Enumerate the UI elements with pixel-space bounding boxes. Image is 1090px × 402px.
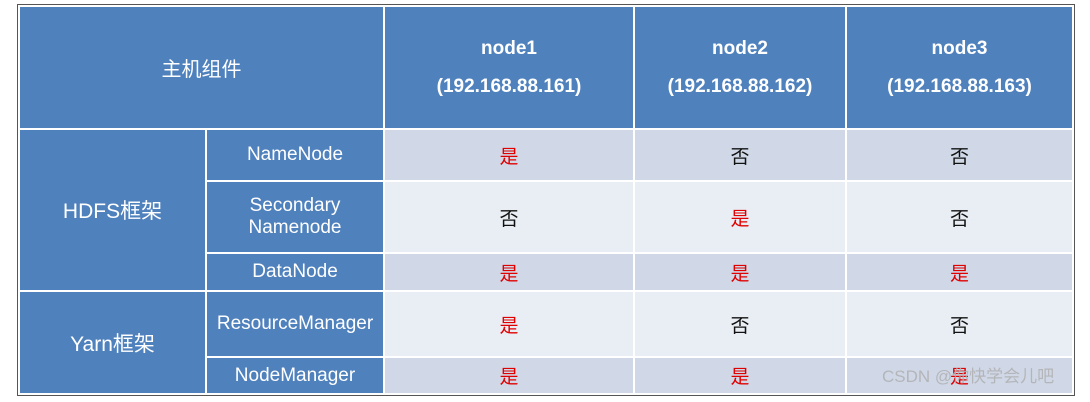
group-label: HDFS框架 bbox=[18, 128, 207, 292]
node-ip: (192.168.88.162) bbox=[667, 75, 813, 97]
status-cell: 否 bbox=[383, 180, 635, 254]
component: ResourceManager bbox=[205, 290, 385, 358]
node-header: node1 (192.168.88.161) bbox=[383, 5, 635, 130]
status-cell: 是 bbox=[383, 128, 635, 182]
node-name: node2 bbox=[712, 37, 768, 59]
header-row: 主机组件 node1 (192.168.88.161) node2 (192.168.8… bbox=[18, 5, 1074, 130]
status-cell: 否 bbox=[845, 290, 1074, 358]
host-table: 主机组件 node1 (192.168.88.161) node2 (192.168.8… bbox=[17, 4, 1075, 396]
status-cell: 是 bbox=[383, 290, 635, 358]
status-cell: 否 bbox=[845, 180, 1074, 254]
header-title: 主机组件 bbox=[18, 5, 385, 130]
node-name: node3 bbox=[931, 37, 988, 59]
table-row: Secondary Namenode 否是否 bbox=[19, 180, 1074, 254]
table-row: Yarn框架 ResourceManager 是否否 bbox=[18, 290, 1074, 395]
status-cell: 是 bbox=[845, 356, 1074, 395]
node-ip: (192.168.88.161) bbox=[436, 75, 582, 97]
component: NameNode bbox=[205, 128, 385, 182]
status-cell: 否 bbox=[633, 290, 847, 358]
status-cell: 是 bbox=[633, 252, 847, 292]
status-cell: 是 bbox=[633, 356, 847, 395]
component: NodeManager bbox=[205, 356, 385, 395]
status-cell: 是 bbox=[383, 356, 635, 395]
node-name: node1 bbox=[481, 37, 537, 59]
table-row: HDFS框架 NameNode 是否否 bbox=[18, 128, 1074, 292]
component: DataNode bbox=[205, 252, 385, 292]
status-cell: 是 bbox=[383, 252, 635, 292]
status-cell: 否 bbox=[633, 128, 847, 182]
component: Secondary Namenode bbox=[205, 180, 385, 254]
watermark: CSDN @你快学会儿吧 bbox=[882, 367, 1055, 386]
node-ip: (192.168.88.163) bbox=[887, 75, 1032, 97]
table-row: NodeManager 是是是 bbox=[19, 356, 1074, 395]
table-row: DataNode 是是是 bbox=[19, 252, 1074, 292]
status-cell: 是 bbox=[845, 252, 1074, 292]
group-label: Yarn框架 bbox=[18, 290, 207, 395]
node-header: node2 (192.168.88.162) bbox=[633, 5, 847, 130]
status-cell: 是 bbox=[633, 180, 847, 254]
status-cell: 否 bbox=[845, 128, 1074, 182]
node-header: node3 (192.168.88.163) bbox=[845, 5, 1074, 130]
